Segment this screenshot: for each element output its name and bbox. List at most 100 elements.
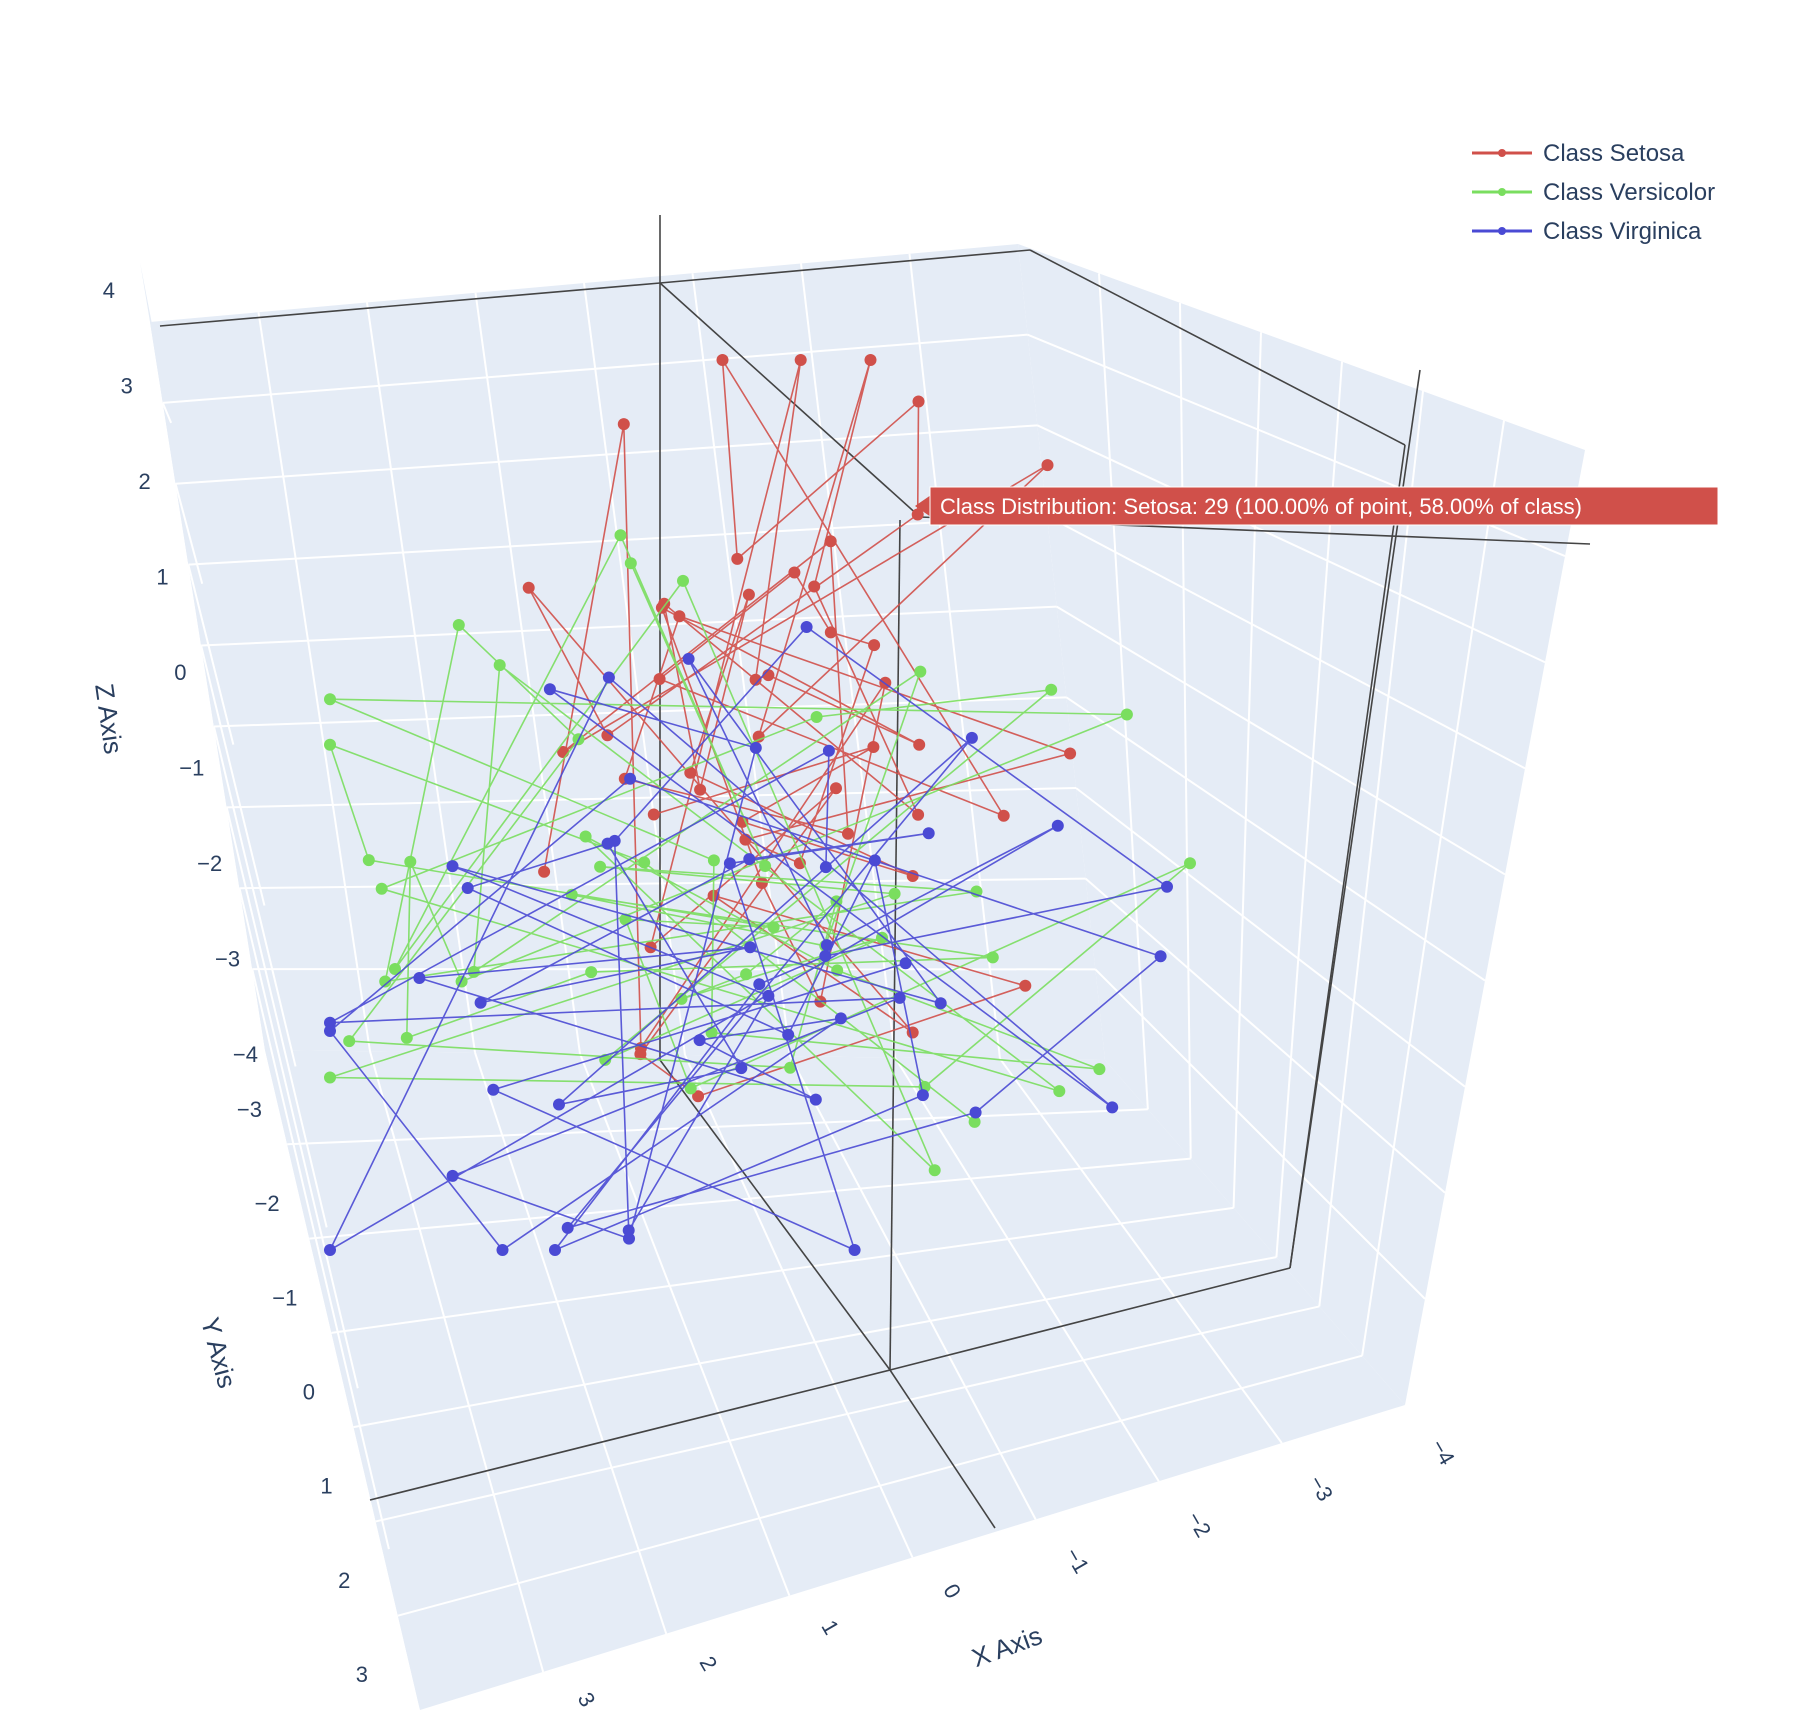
data-point [811, 711, 823, 723]
data-point [447, 860, 459, 872]
data-point [475, 997, 487, 1009]
data-point [782, 1029, 794, 1041]
data-point [1184, 857, 1196, 869]
data-point [731, 553, 743, 565]
data-point [624, 773, 636, 785]
legend-item[interactable]: Class Setosa [1472, 140, 1685, 167]
data-point [638, 856, 650, 868]
data-point [1161, 881, 1173, 893]
data-point [447, 1170, 459, 1182]
legend-item[interactable]: Class Versicolor [1472, 179, 1715, 206]
data-point [694, 784, 706, 796]
tick-label: 3 [573, 1688, 601, 1711]
data-point [1042, 459, 1054, 471]
hover-label: Class Distribution: Setosa: 29 (100.00% … [940, 494, 1582, 519]
data-point [756, 877, 768, 889]
data-point [842, 828, 854, 840]
data-point [744, 941, 756, 953]
data-point [1019, 980, 1031, 992]
tick-label: −3 [237, 1097, 262, 1122]
legend-label: Class Virginica [1543, 218, 1702, 245]
data-point [825, 535, 837, 547]
data-point [1064, 748, 1076, 760]
data-point [819, 950, 831, 962]
data-point [523, 582, 535, 594]
data-point [549, 1244, 561, 1256]
data-point [865, 354, 877, 366]
data-point [923, 827, 935, 839]
data-point [553, 1099, 565, 1111]
data-point [823, 745, 835, 757]
tick-label: −4 [233, 1042, 258, 1067]
data-point [913, 739, 925, 751]
data-point [808, 581, 820, 593]
data-point [615, 529, 627, 541]
data-point [602, 838, 614, 850]
tick-label: −3 [215, 947, 240, 972]
data-point [912, 809, 924, 821]
data-point [497, 1244, 509, 1256]
data-point [673, 610, 685, 622]
data-point [801, 621, 813, 633]
data-point [788, 567, 800, 579]
hover-tooltip: Class Distribution: Setosa: 29 (100.00% … [915, 487, 1718, 525]
data-point [750, 742, 762, 754]
data-point [363, 854, 375, 866]
data-point [487, 1084, 499, 1096]
legend-item[interactable]: Class Virginica [1472, 218, 1702, 245]
data-point [585, 966, 597, 978]
data-point [740, 968, 752, 980]
data-point [544, 683, 556, 695]
data-point [810, 1094, 822, 1106]
data-point [868, 639, 880, 651]
data-point [462, 882, 474, 894]
data-point [913, 396, 925, 408]
data-point [825, 626, 837, 638]
data-point [743, 589, 755, 601]
z-axis-title: Z Axis [89, 682, 129, 756]
y-axis-title: Y Axis [195, 1314, 243, 1391]
data-point [889, 888, 901, 900]
legend-marker [1498, 149, 1506, 157]
data-point [821, 939, 833, 951]
data-point [324, 693, 336, 705]
data-point [618, 418, 630, 430]
data-point [648, 809, 660, 821]
data-point [768, 921, 780, 933]
data-point [1093, 1063, 1105, 1075]
data-point [998, 810, 1010, 822]
data-point [917, 1089, 929, 1101]
data-point [849, 1244, 861, 1256]
data-point [835, 1012, 847, 1024]
tick-label: −1 [179, 756, 204, 781]
data-point [623, 1224, 635, 1236]
data-point [324, 1025, 336, 1037]
data-point [708, 854, 720, 866]
data-point [694, 1034, 706, 1046]
tick-label: 0 [174, 660, 186, 685]
legend[interactable]: Class Setosa Class Versicolor Class Virgin… [1472, 140, 1715, 245]
tick-label: −2 [255, 1191, 280, 1216]
data-point [735, 1062, 747, 1074]
data-point [830, 782, 842, 794]
data-point [580, 831, 592, 843]
legend-marker [1498, 188, 1506, 196]
data-point [1155, 950, 1167, 962]
data-point [404, 856, 416, 868]
data-point [753, 978, 765, 990]
tick-label: 2 [338, 1568, 350, 1593]
data-point [538, 866, 550, 878]
data-point [324, 1072, 336, 1084]
tick-label: −1 [1060, 1543, 1094, 1577]
data-point [724, 857, 736, 869]
data-point [762, 990, 774, 1002]
tick-label: −2 [1182, 1507, 1216, 1541]
data-point [324, 739, 336, 751]
data-point [494, 659, 506, 671]
data-point [743, 853, 755, 865]
data-point [324, 1244, 336, 1256]
data-point [966, 732, 978, 744]
data-point [820, 861, 832, 873]
